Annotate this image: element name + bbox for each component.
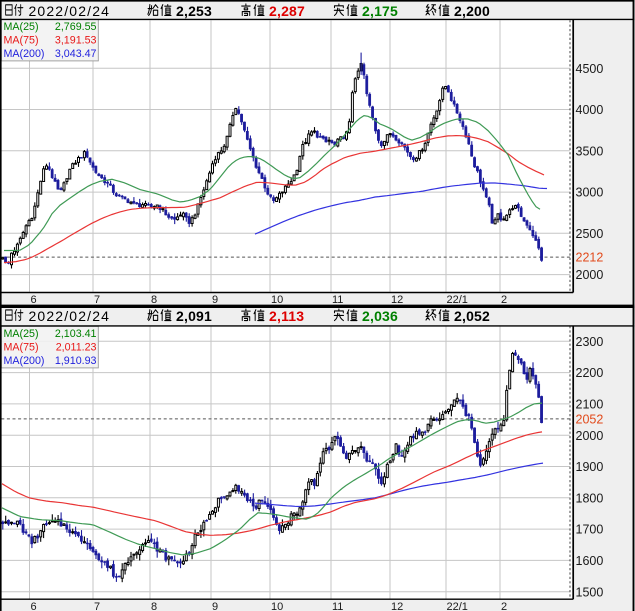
svg-text:7: 7 (94, 294, 100, 306)
svg-text:3,191.53: 3,191.53 (55, 35, 97, 47)
svg-text:2: 2 (501, 294, 507, 306)
svg-text:22/1: 22/1 (447, 294, 468, 306)
svg-text:9: 9 (212, 294, 218, 306)
svg-text:10: 10 (271, 601, 283, 611)
svg-text:3500: 3500 (576, 144, 604, 158)
svg-text:10: 10 (271, 294, 283, 306)
svg-text:2022/02/24: 2022/02/24 (29, 3, 111, 19)
svg-text:1600: 1600 (576, 554, 604, 568)
svg-text:2,036: 2,036 (362, 308, 398, 324)
svg-text:MA(200): MA(200) (4, 355, 45, 367)
svg-text:2,175: 2,175 (362, 3, 398, 19)
svg-text:12: 12 (391, 601, 403, 611)
svg-text:2,200: 2,200 (454, 3, 490, 19)
svg-text:6: 6 (31, 294, 37, 306)
svg-text:6: 6 (31, 601, 37, 611)
svg-text:2000: 2000 (576, 268, 604, 282)
svg-text:2300: 2300 (576, 335, 604, 349)
svg-text:2052: 2052 (576, 413, 604, 427)
svg-text:8: 8 (151, 601, 157, 611)
svg-text:2,113: 2,113 (269, 308, 304, 324)
svg-text:8: 8 (151, 294, 157, 306)
svg-text:12: 12 (391, 294, 403, 306)
svg-text:2,253: 2,253 (176, 3, 212, 19)
svg-text:3000: 3000 (576, 186, 604, 200)
svg-text:22/1: 22/1 (447, 601, 468, 611)
svg-text:1900: 1900 (576, 460, 604, 474)
svg-text:MA(25): MA(25) (4, 21, 39, 33)
svg-text:2,287: 2,287 (269, 3, 305, 19)
svg-text:2: 2 (501, 601, 507, 611)
svg-text:MA(75): MA(75) (4, 342, 39, 354)
svg-text:1800: 1800 (576, 491, 604, 505)
svg-text:2000: 2000 (576, 429, 604, 443)
svg-text:MA(25): MA(25) (4, 328, 39, 340)
svg-text:2212: 2212 (576, 251, 604, 265)
svg-text:7: 7 (94, 601, 100, 611)
svg-text:1700: 1700 (576, 523, 604, 537)
svg-text:2022/02/24: 2022/02/24 (29, 308, 111, 324)
svg-text:2,103.41: 2,103.41 (55, 328, 97, 340)
svg-text:2,091: 2,091 (176, 308, 212, 324)
svg-text:MA(200): MA(200) (4, 48, 45, 60)
svg-text:1500: 1500 (576, 585, 604, 599)
svg-text:MA(75): MA(75) (4, 35, 39, 47)
svg-text:2,052: 2,052 (454, 308, 490, 324)
svg-text:1,910.93: 1,910.93 (55, 355, 97, 367)
svg-text:11: 11 (332, 294, 343, 306)
svg-text:2500: 2500 (576, 227, 604, 241)
svg-text:4000: 4000 (576, 103, 604, 117)
svg-text:9: 9 (212, 601, 218, 611)
svg-text:4500: 4500 (576, 62, 604, 76)
svg-text:2,769.55: 2,769.55 (55, 21, 97, 33)
svg-text:2200: 2200 (576, 366, 604, 380)
svg-text:11: 11 (332, 601, 343, 611)
svg-text:3,043.47: 3,043.47 (55, 48, 97, 60)
svg-text:2,011.23: 2,011.23 (56, 342, 97, 354)
svg-text:2100: 2100 (576, 398, 604, 412)
